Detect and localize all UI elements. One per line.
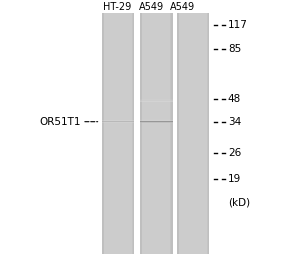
Bar	[102, 119, 134, 120]
Bar	[102, 122, 134, 123]
Text: 26: 26	[228, 148, 241, 158]
Text: HT-29: HT-29	[103, 2, 132, 12]
Text: 117: 117	[228, 20, 248, 30]
Bar	[102, 13, 134, 253]
Bar	[102, 13, 104, 253]
Text: 19: 19	[228, 174, 241, 184]
Bar	[140, 123, 173, 124]
Bar	[140, 120, 173, 121]
Text: (kD): (kD)	[228, 198, 250, 208]
Bar	[140, 118, 173, 119]
Bar	[102, 120, 134, 121]
Bar	[102, 121, 134, 122]
Bar	[177, 13, 209, 253]
Bar	[102, 120, 134, 121]
Bar	[140, 13, 173, 253]
Text: 48: 48	[228, 95, 241, 105]
Bar	[207, 13, 209, 253]
Text: 34: 34	[228, 117, 241, 127]
Bar	[140, 121, 173, 122]
Bar	[140, 13, 142, 253]
Bar	[140, 122, 173, 123]
Bar	[177, 13, 179, 253]
Bar	[102, 122, 134, 123]
Bar	[133, 13, 134, 253]
Bar	[140, 120, 173, 121]
Text: A549: A549	[170, 2, 195, 12]
Bar	[140, 13, 142, 253]
Bar	[140, 124, 173, 125]
Text: OR51T1: OR51T1	[39, 117, 81, 127]
Bar	[140, 123, 173, 124]
Bar	[140, 121, 173, 122]
Bar	[102, 13, 104, 253]
Bar	[170, 13, 173, 253]
Bar	[140, 119, 173, 120]
Bar	[102, 121, 134, 122]
Bar	[140, 122, 173, 123]
Bar	[132, 13, 134, 253]
Text: A549: A549	[139, 2, 164, 12]
Bar	[171, 13, 173, 253]
Bar	[102, 124, 134, 125]
Text: 85: 85	[228, 44, 241, 54]
Bar	[208, 13, 209, 253]
Bar	[102, 119, 134, 120]
Bar	[102, 123, 134, 124]
Bar	[140, 119, 173, 120]
Bar	[177, 13, 179, 253]
